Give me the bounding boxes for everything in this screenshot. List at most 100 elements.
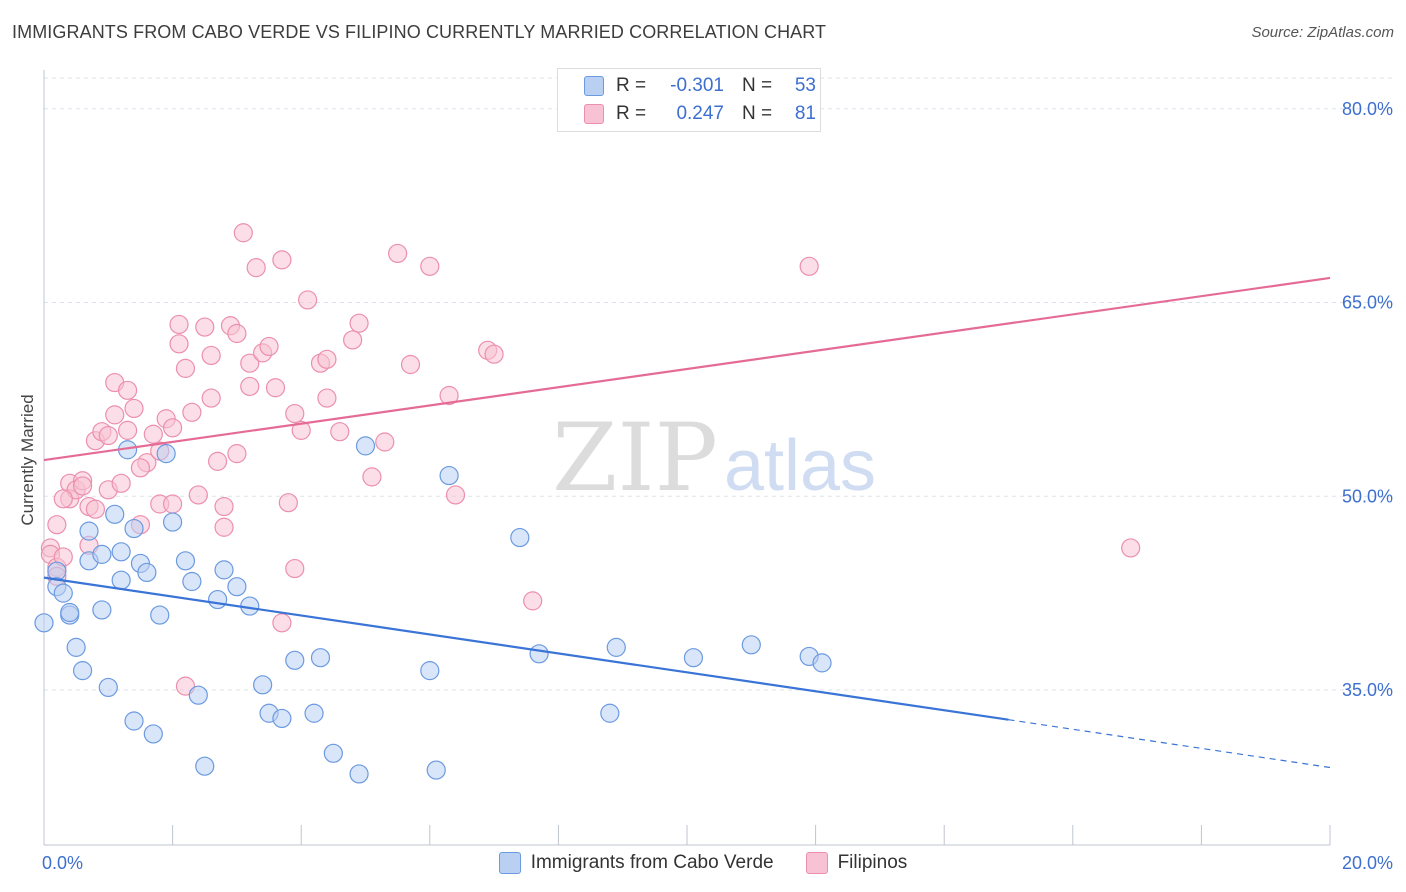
data-point xyxy=(72,476,93,496)
y-tick-label: 65.0% xyxy=(1342,293,1393,313)
data-point xyxy=(98,425,118,446)
data-point xyxy=(182,402,202,422)
tick-labels: 35.0% 50.0% 65.0% 80.0% 0.0% 20.0% xyxy=(42,99,1393,873)
data-point xyxy=(246,258,266,278)
data-point xyxy=(523,591,543,611)
data-point xyxy=(124,518,144,539)
data-point xyxy=(34,613,54,633)
data-point xyxy=(310,648,331,668)
data-point xyxy=(420,661,440,681)
data-point xyxy=(272,708,292,729)
data-point xyxy=(355,436,376,456)
correlation-legend: R = -0.301 N = 53 R = 0.247 N = 81 xyxy=(557,68,821,132)
data-point xyxy=(208,451,228,471)
watermark: ZIP atlas xyxy=(552,404,876,513)
data-point xyxy=(349,313,369,333)
data-point xyxy=(195,756,215,776)
cabo-verde-points xyxy=(34,436,832,784)
legend-row-filipinos: R = 0.247 N = 81 xyxy=(584,101,816,127)
data-point xyxy=(812,653,832,673)
data-point xyxy=(150,605,170,625)
data-point xyxy=(285,650,305,670)
axes xyxy=(43,70,1331,846)
data-point xyxy=(330,422,350,442)
legend-swatch-pink xyxy=(584,104,604,124)
data-point xyxy=(117,420,138,440)
legend-row-cabo-verde: R = -0.301 N = 53 xyxy=(584,73,816,99)
data-point xyxy=(343,330,363,350)
data-point xyxy=(529,644,549,664)
cabo-verde-trend-extension xyxy=(1008,719,1331,769)
data-point xyxy=(60,602,80,623)
y-tick-label: 35.0% xyxy=(1342,680,1393,700)
legend-item-cabo-verde: Immigrants from Cabo Verde xyxy=(498,852,774,874)
data-point xyxy=(388,243,408,264)
x-tick-label: 0.0% xyxy=(42,853,83,873)
data-point xyxy=(420,256,440,276)
data-point xyxy=(163,494,183,514)
y-tick-label: 50.0% xyxy=(1342,486,1393,506)
y-tick-label: 80.0% xyxy=(1342,99,1393,119)
data-point xyxy=(278,493,298,513)
data-point xyxy=(272,613,292,633)
legend-swatch-blue xyxy=(584,76,604,96)
data-point xyxy=(163,512,183,532)
filipinos-trend-line xyxy=(43,276,1331,462)
data-point xyxy=(1121,538,1141,558)
data-point xyxy=(285,558,305,579)
legend-item-filipinos: Filipinos xyxy=(805,852,908,874)
data-point xyxy=(439,385,459,406)
data-point xyxy=(227,444,247,464)
data-point xyxy=(272,250,292,270)
data-point xyxy=(66,637,86,657)
n-label: N = xyxy=(742,103,773,124)
data-point xyxy=(124,398,144,419)
data-point xyxy=(510,527,530,548)
data-point xyxy=(349,764,369,784)
legend-swatch-blue xyxy=(498,852,521,874)
data-point xyxy=(439,465,459,486)
data-point xyxy=(240,376,260,397)
data-point xyxy=(124,711,144,731)
data-point xyxy=(156,444,176,464)
data-point xyxy=(259,336,279,357)
data-point xyxy=(85,499,106,519)
data-point xyxy=(72,661,93,681)
data-point xyxy=(143,424,163,444)
data-point xyxy=(291,420,311,440)
data-point xyxy=(683,648,704,668)
data-point xyxy=(426,760,446,780)
data-point xyxy=(163,418,183,438)
legend-label: Filipinos xyxy=(837,852,908,873)
data-point xyxy=(92,544,112,564)
data-point xyxy=(188,485,208,505)
data-point xyxy=(182,571,202,592)
data-point xyxy=(208,589,228,610)
legend-label: Immigrants from Cabo Verde xyxy=(530,852,774,873)
r-label: R = xyxy=(616,75,647,96)
data-point xyxy=(111,570,131,590)
trend-lines xyxy=(43,276,1331,769)
n-value: 81 xyxy=(794,103,816,124)
data-point xyxy=(375,432,395,452)
cabo-verde-trend-line xyxy=(43,576,1009,721)
legend-swatch-pink xyxy=(805,852,828,874)
x-tick-label: 20.0% xyxy=(1342,853,1393,873)
data-point xyxy=(111,542,131,562)
data-point xyxy=(169,314,189,335)
data-point xyxy=(214,560,234,580)
chart-title: IMMIGRANTS FROM CABO VERDE VS FILIPINO C… xyxy=(12,22,827,42)
data-point xyxy=(175,358,196,378)
data-point xyxy=(117,380,138,400)
data-point xyxy=(105,405,125,425)
data-point xyxy=(98,677,118,698)
data-point xyxy=(298,290,318,310)
data-point xyxy=(143,724,163,744)
data-point xyxy=(201,345,221,366)
n-label: N = xyxy=(742,75,773,96)
data-point xyxy=(214,496,234,517)
data-point xyxy=(111,473,131,493)
data-point xyxy=(47,515,67,535)
data-point xyxy=(169,334,189,354)
